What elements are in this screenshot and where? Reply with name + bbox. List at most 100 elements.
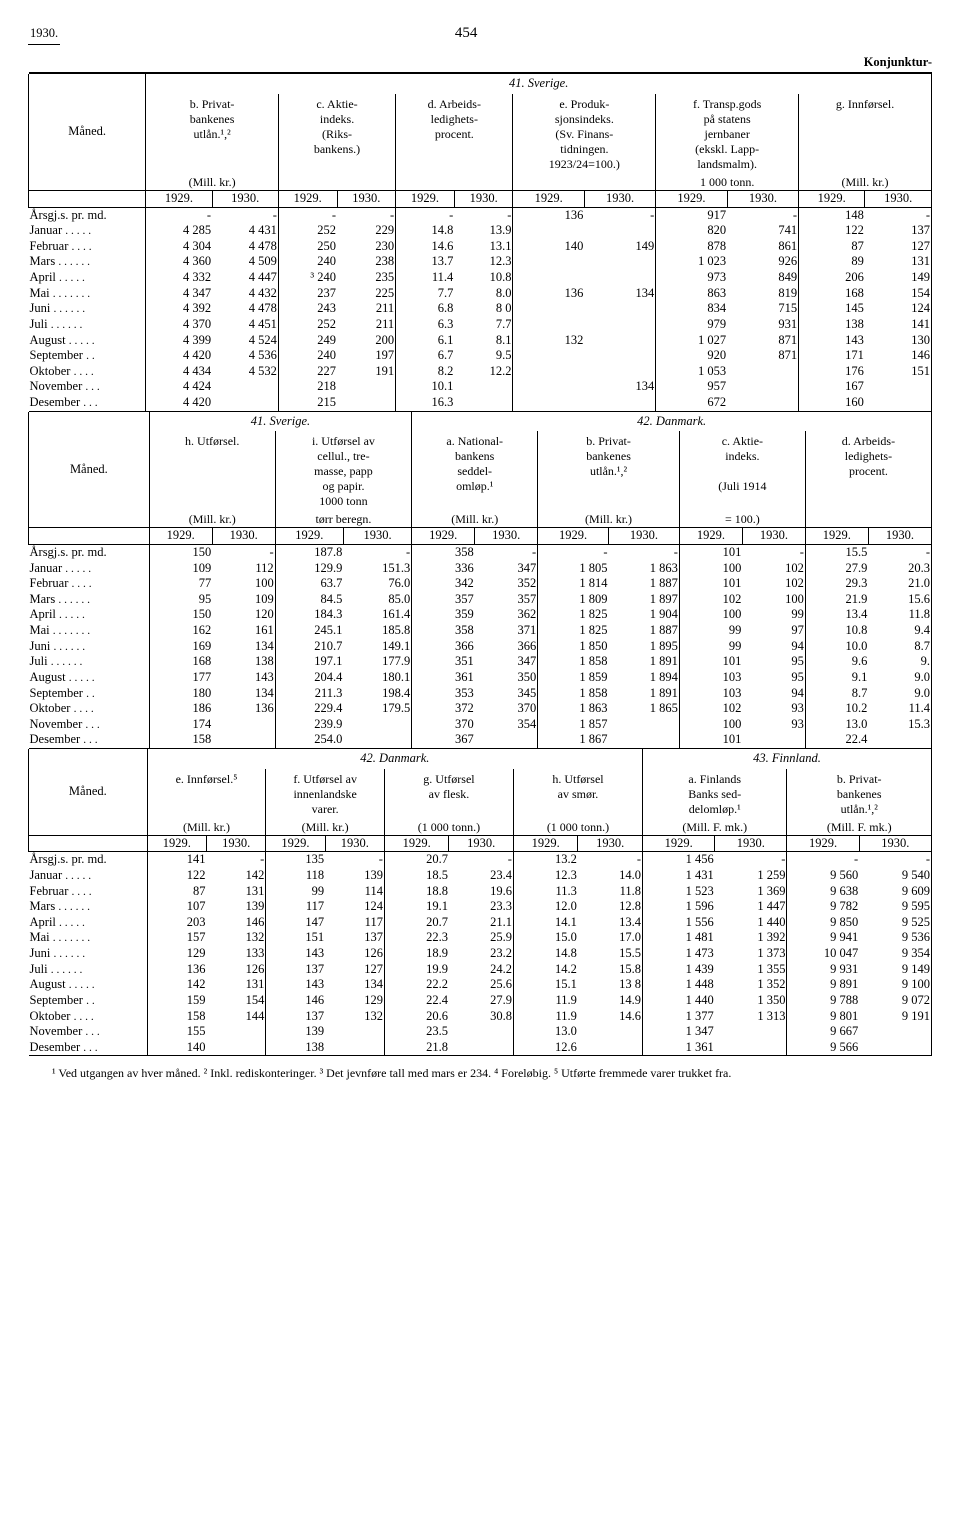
data-cell: 354 [475, 717, 538, 733]
month-cell: April . . . . . [29, 607, 150, 623]
data-cell: 167 [799, 379, 865, 395]
data-cell: 102 [742, 561, 805, 577]
data-cell: 109 [149, 561, 212, 577]
data-cell: 200 [337, 333, 396, 349]
month-cell: Årsgj.s. pr. md. [29, 545, 150, 561]
data-cell [475, 732, 538, 748]
data-cell: 4 432 [212, 286, 278, 302]
data-cell: 95 [742, 654, 805, 670]
data-cell [859, 1040, 931, 1056]
t3-col-g: g. Utførsel av flesk. [384, 769, 513, 820]
data-cell: 168 [799, 286, 865, 302]
data-cell: 12.6 [513, 1040, 577, 1056]
month-cell: Juli . . . . . . [29, 654, 150, 670]
month-cell: August . . . . . [29, 670, 150, 686]
data-cell: 10.2 [805, 701, 868, 717]
data-cell: 1 027 [656, 333, 727, 349]
month-cell: Oktober . . . . [29, 701, 150, 717]
data-cell: 1 473 [643, 946, 715, 962]
data-cell: - [609, 545, 680, 561]
data-cell: 177 [149, 670, 212, 686]
data-cell: 77 [149, 576, 212, 592]
data-cell: 99 [266, 884, 325, 900]
data-cell: 367 [412, 732, 475, 748]
t2-unit-d [805, 512, 931, 528]
data-cell [513, 348, 584, 364]
data-cell: 1 850 [538, 639, 609, 655]
data-cell: 151.3 [343, 561, 411, 577]
data-cell [742, 732, 805, 748]
data-cell: 4 420 [146, 395, 212, 411]
t3-maned: Måned. [29, 749, 148, 835]
data-cell: 21.9 [805, 592, 868, 608]
t2-unit-h: (Mill. kr.) [149, 512, 275, 528]
data-cell: 23.3 [449, 899, 513, 915]
data-cell: - [475, 545, 538, 561]
data-cell: 1 431 [643, 868, 715, 884]
data-cell: 168 [149, 654, 212, 670]
data-cell: 154 [206, 993, 265, 1009]
data-cell: 120 [212, 607, 275, 623]
data-cell: 132 [325, 1009, 384, 1025]
data-cell: 362 [475, 607, 538, 623]
data-cell: 11.4 [868, 701, 931, 717]
table-row: September . . 4 4204 5362401976.79.59208… [29, 348, 932, 364]
data-cell: 218 [278, 379, 337, 395]
table-row: Mars . . . . . . 10713911712419.123.312.… [29, 899, 932, 915]
data-cell: 99 [679, 639, 742, 655]
data-cell: 169 [149, 639, 212, 655]
data-cell: 1 809 [538, 592, 609, 608]
data-cell: 141 [865, 317, 932, 333]
data-cell: 1 887 [609, 623, 680, 639]
data-cell: 137 [325, 930, 384, 946]
data-cell: - [449, 852, 513, 868]
data-cell: 9 941 [787, 930, 859, 946]
t1-col-d: d. Arbeids- ledighets- procent. [396, 94, 513, 175]
month-cell: April . . . . . [29, 915, 148, 931]
data-cell: 366 [412, 639, 475, 655]
data-cell: 9.1 [805, 670, 868, 686]
data-cell: 100 [679, 607, 742, 623]
data-cell: 9.4 [868, 623, 931, 639]
data-cell: 158 [147, 1009, 206, 1025]
data-cell: 9 891 [787, 977, 859, 993]
month-cell: Årsgj.s. pr. md. [29, 208, 146, 224]
t1-unit-e [513, 175, 656, 191]
t2-year-row: 1929.1930. 1929.1930. 1929.1930. 1929.19… [29, 528, 932, 544]
month-cell: Februar . . . . [29, 239, 146, 255]
month-cell: Juli . . . . . . [29, 962, 148, 978]
data-cell: 102 [742, 576, 805, 592]
data-cell: 14.6 [396, 239, 455, 255]
data-cell: 14.8 [513, 946, 577, 962]
data-cell: 351 [412, 654, 475, 670]
data-cell: 861 [727, 239, 798, 255]
data-cell: 23.5 [384, 1024, 448, 1040]
data-cell: 250 [278, 239, 337, 255]
t2-sec-left: 41. Sverige. [149, 412, 412, 432]
table-row: Januar . . . . . 4 2854 43125222914.813.… [29, 223, 932, 239]
month-cell: Februar . . . . [29, 576, 150, 592]
data-cell: 25.6 [449, 977, 513, 993]
data-cell: - [584, 208, 655, 224]
data-cell: 8.2 [396, 364, 455, 380]
month-cell: Mars . . . . . . [29, 592, 150, 608]
data-cell: 101 [679, 545, 742, 561]
data-cell: 143 [799, 333, 865, 349]
data-cell: 27.9 [805, 561, 868, 577]
data-cell: - [742, 545, 805, 561]
table-row: Juli . . . . . . 168138197.1177.93513471… [29, 654, 932, 670]
data-cell: 871 [727, 348, 798, 364]
t3-col-e: e. Innførsel.⁵ [147, 769, 266, 820]
month-cell: Mars . . . . . . [29, 899, 148, 915]
t3-col-f: f. Utførsel av innenlandske varer. [266, 769, 385, 820]
data-cell: 131 [206, 977, 265, 993]
data-cell [513, 254, 584, 270]
data-cell: 13.7 [396, 254, 455, 270]
data-cell: 1 259 [715, 868, 787, 884]
data-cell: 11.8 [578, 884, 643, 900]
data-cell [859, 1024, 931, 1040]
data-cell: 127 [325, 962, 384, 978]
data-cell: 20.3 [868, 561, 931, 577]
data-cell: 9. [868, 654, 931, 670]
data-cell: 142 [206, 868, 265, 884]
